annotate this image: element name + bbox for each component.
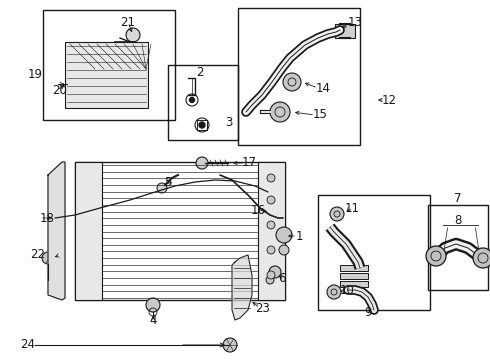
Circle shape [126, 28, 140, 42]
Text: 20: 20 [52, 84, 67, 96]
Text: 13: 13 [348, 15, 363, 28]
Text: 1: 1 [296, 230, 303, 243]
Bar [335, 24, 355, 38]
Circle shape [473, 248, 490, 268]
Circle shape [223, 338, 237, 352]
Polygon shape [48, 162, 65, 300]
Bar [318, 195, 430, 310]
Text: 17: 17 [242, 157, 257, 170]
Circle shape [146, 298, 160, 312]
Text: 11: 11 [345, 202, 360, 215]
Circle shape [196, 157, 208, 169]
Bar [340, 281, 368, 287]
Circle shape [270, 102, 290, 122]
Circle shape [267, 271, 275, 279]
Circle shape [199, 122, 205, 128]
Bar [43, 10, 175, 120]
Polygon shape [232, 255, 252, 320]
Circle shape [267, 174, 275, 182]
Circle shape [42, 252, 54, 264]
Bar [65, 42, 148, 108]
Circle shape [267, 221, 275, 229]
Text: 12: 12 [382, 94, 397, 107]
Text: 9: 9 [364, 306, 372, 319]
Circle shape [327, 285, 341, 299]
Circle shape [267, 246, 275, 254]
Circle shape [283, 73, 301, 91]
Text: 16: 16 [250, 203, 266, 216]
Text: 15: 15 [313, 108, 328, 122]
Text: 24: 24 [20, 338, 35, 351]
Text: 8: 8 [454, 213, 462, 226]
Text: 19: 19 [28, 68, 43, 81]
Bar [340, 273, 368, 279]
Bar [197, 120, 207, 130]
Text: 5: 5 [164, 175, 171, 189]
Text: 2: 2 [196, 66, 204, 78]
Bar [75, 162, 102, 300]
Circle shape [276, 227, 292, 243]
Circle shape [266, 276, 274, 284]
Bar [340, 265, 368, 271]
Text: 22: 22 [30, 248, 45, 261]
Circle shape [267, 196, 275, 204]
Circle shape [269, 266, 281, 278]
Circle shape [47, 259, 53, 265]
Bar [258, 162, 285, 300]
Circle shape [157, 183, 167, 193]
Text: 6: 6 [278, 271, 286, 284]
Circle shape [330, 207, 344, 221]
Text: 23: 23 [255, 302, 270, 315]
Text: 14: 14 [316, 81, 331, 94]
Bar [238, 8, 360, 145]
Text: 21: 21 [120, 15, 135, 28]
Text: 7: 7 [454, 192, 462, 204]
Text: 10: 10 [340, 284, 355, 297]
Bar [428, 205, 488, 290]
Text: 18: 18 [40, 211, 55, 225]
Bar [75, 162, 285, 300]
Circle shape [426, 246, 446, 266]
Text: 3: 3 [225, 117, 232, 130]
Text: 4: 4 [149, 314, 157, 327]
Circle shape [279, 245, 289, 255]
Bar [168, 65, 238, 140]
Circle shape [190, 98, 195, 103]
